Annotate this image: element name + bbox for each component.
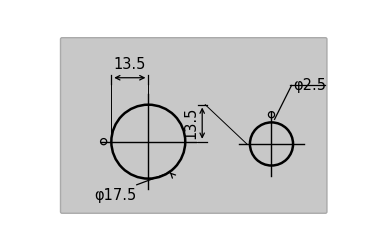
Text: 13.5: 13.5 [183,107,198,139]
Text: φ2.5: φ2.5 [293,78,326,93]
Text: 13.5: 13.5 [114,56,146,72]
FancyBboxPatch shape [60,38,327,213]
Text: φ17.5: φ17.5 [94,188,136,203]
